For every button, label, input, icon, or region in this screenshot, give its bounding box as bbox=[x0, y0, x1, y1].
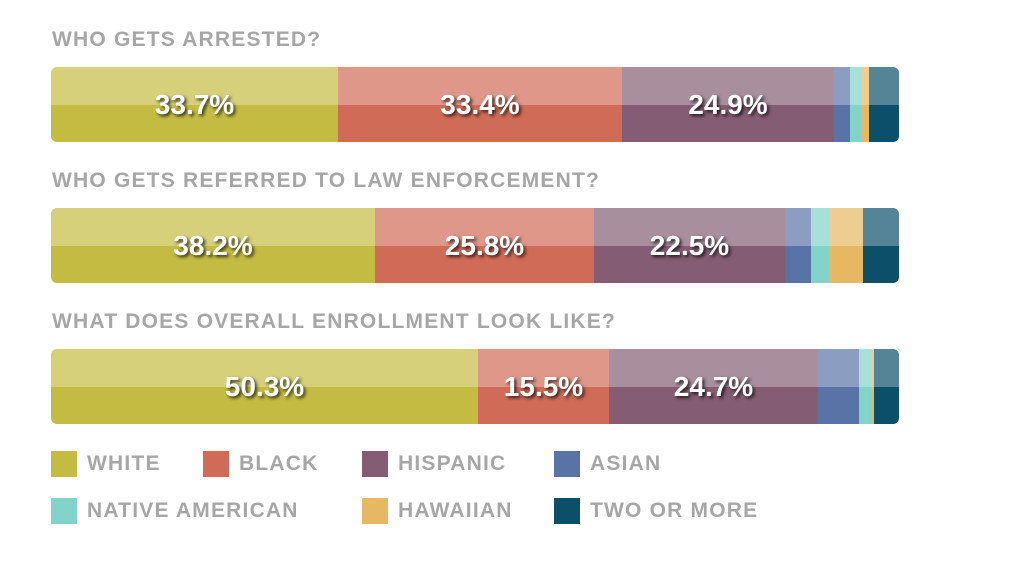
bar-segment-highlight bbox=[871, 349, 874, 387]
bar-enrollment: 50.3% 15.5% 24.7% bbox=[51, 349, 899, 424]
bar-segment-highlight bbox=[811, 208, 829, 246]
chart-title-enrollment: WHAT DOES OVERALL ENROLLMENT LOOK LIKE? bbox=[52, 310, 617, 333]
bar-segment-highlight bbox=[874, 349, 899, 387]
legend-swatch-white bbox=[51, 451, 77, 477]
bar-segment-hispanic: 24.7% bbox=[609, 349, 818, 424]
bar-segment-white: 38.2% bbox=[51, 208, 375, 283]
bar-segment-asian bbox=[834, 67, 850, 142]
bar-segment-native-american bbox=[850, 67, 862, 142]
legend-label-native-american: NATIVE AMERICAN bbox=[87, 499, 299, 522]
bar-segment-black: 25.8% bbox=[375, 208, 594, 283]
data-label: 24.7% bbox=[673, 370, 754, 402]
legend-item-hawaiian: HAWAIIAN bbox=[362, 498, 513, 524]
legend-label-asian: ASIAN bbox=[590, 452, 662, 475]
legend-swatch-hispanic bbox=[362, 451, 388, 477]
bar-segment-highlight bbox=[850, 67, 862, 105]
bar-segment-native-american bbox=[859, 349, 871, 424]
legend-item-white: WHITE bbox=[51, 451, 161, 477]
data-label: 15.5% bbox=[503, 370, 584, 402]
bar-segment-highlight bbox=[51, 349, 478, 387]
bar-segment-highlight bbox=[869, 67, 899, 105]
legend-swatch-native-american bbox=[51, 498, 77, 524]
legend-swatch-asian bbox=[554, 451, 580, 477]
bar-segment-two-or-more bbox=[874, 349, 899, 424]
chart-title-referred: WHO GETS REFERRED TO LAW ENFORCEMENT? bbox=[52, 169, 601, 192]
bar-segment-highlight bbox=[594, 208, 785, 246]
bar-segment-highlight bbox=[375, 208, 594, 246]
bar-segment-highlight bbox=[859, 349, 871, 387]
bar-segment-highlight bbox=[862, 67, 869, 105]
bar-segment-hispanic: 24.9% bbox=[622, 67, 834, 142]
bar-segment-two-or-more bbox=[869, 67, 899, 142]
data-label: 38.2% bbox=[173, 229, 253, 261]
bar-segment-highlight bbox=[863, 208, 899, 246]
legend-item-two-or-more: TWO OR MORE bbox=[554, 498, 758, 524]
data-label: 33.7% bbox=[154, 88, 235, 120]
legend-item-black: BLACK bbox=[203, 451, 319, 477]
bar-segment-highlight bbox=[829, 208, 863, 246]
bar-referred: 38.2% 25.8% 22.5% bbox=[51, 208, 899, 283]
bar-segment-highlight bbox=[51, 67, 338, 105]
bar-segment-native-american bbox=[811, 208, 829, 283]
bar-segment-white: 33.7% bbox=[51, 67, 338, 142]
bar-segment-two-or-more bbox=[863, 208, 899, 283]
bar-segment-highlight bbox=[338, 67, 622, 105]
legend-item-hispanic: HISPANIC bbox=[362, 451, 506, 477]
bar-segment-black: 15.5% bbox=[478, 349, 609, 424]
data-label: 25.8% bbox=[444, 229, 525, 261]
bar-segment-highlight bbox=[622, 67, 834, 105]
bar-segment-highlight bbox=[51, 208, 375, 246]
legend-swatch-hawaiian bbox=[362, 498, 388, 524]
bar-segment-highlight bbox=[785, 208, 811, 246]
bar-segment-highlight bbox=[478, 349, 609, 387]
legend-label-hispanic: HISPANIC bbox=[398, 452, 507, 475]
bar-segment-hawaiian bbox=[871, 349, 874, 424]
legend-label-white: WHITE bbox=[87, 452, 161, 475]
chart-title-arrested: WHO GETS ARRESTED? bbox=[52, 28, 322, 51]
bar-segment-black: 33.4% bbox=[338, 67, 622, 142]
data-label: 50.3% bbox=[224, 370, 305, 402]
bar-segment-hawaiian bbox=[829, 208, 863, 283]
bar-segment-highlight bbox=[834, 67, 850, 105]
legend-label-hawaiian: HAWAIIAN bbox=[398, 499, 513, 522]
bar-segment-asian bbox=[818, 349, 859, 424]
bar-segment-asian bbox=[785, 208, 811, 283]
bar-arrested: 33.7% 33.4% 24.9% bbox=[51, 67, 899, 142]
legend-swatch-two-or-more bbox=[554, 498, 580, 524]
bar-segment-hawaiian bbox=[862, 67, 869, 142]
legend-label-two-or-more: TWO OR MORE bbox=[590, 499, 759, 522]
bar-segment-highlight bbox=[818, 349, 859, 387]
bar-segment-highlight bbox=[609, 349, 818, 387]
bar-segment-hispanic: 22.5% bbox=[594, 208, 785, 283]
legend-item-native-american: NATIVE AMERICAN bbox=[51, 498, 299, 524]
legend-label-black: BLACK bbox=[239, 452, 319, 475]
legend-item-asian: ASIAN bbox=[554, 451, 661, 477]
legend-swatch-black bbox=[203, 451, 229, 477]
data-label: 24.9% bbox=[688, 88, 768, 120]
bar-segment-white: 50.3% bbox=[51, 349, 478, 424]
data-label: 22.5% bbox=[649, 229, 730, 261]
data-label: 33.4% bbox=[440, 88, 520, 120]
